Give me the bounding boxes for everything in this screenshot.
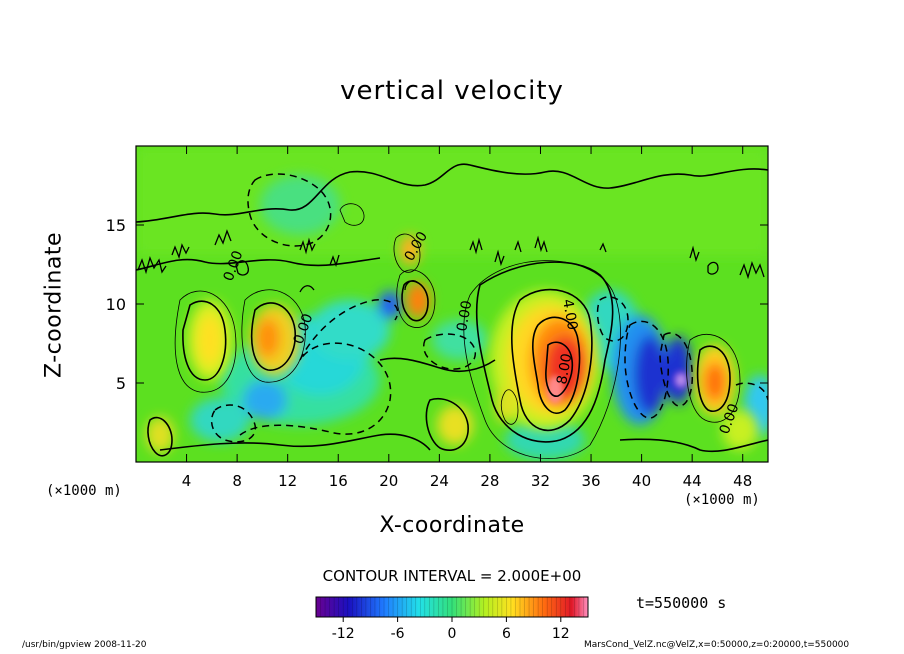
chart-title: vertical velocity: [340, 76, 564, 106]
x-axis-label: X-coordinate: [379, 513, 525, 538]
contours-noise: [137, 229, 765, 293]
x-axis: 4 8 12 16 20 24 28 32 36 40 44 48: [182, 146, 752, 490]
x-unit-label-right: (×1000 m): [684, 492, 760, 508]
colorbar-axis: -12 -6 0 6 12: [332, 617, 570, 642]
extreme-cores: [547, 370, 690, 404]
x-tick-label: 36: [581, 472, 600, 490]
field-upper: [136, 146, 768, 256]
x-tick-label: 12: [278, 472, 297, 490]
x-tick-label: 40: [632, 472, 651, 490]
colorbar-tick-label: -6: [391, 626, 405, 642]
contours-thin: [174, 203, 741, 459]
footer-left: /usr/bin/gpview 2008-11-20: [22, 640, 147, 650]
y-axis: 5 10 15: [106, 216, 768, 393]
colorbar-fill: [316, 597, 588, 617]
contour-interval-label: CONTOUR INTERVAL = 2.000E+00: [322, 567, 582, 585]
time-label: t=550000 s: [636, 594, 727, 612]
y-tick-label: 5: [116, 374, 126, 393]
y-tick-label: 15: [106, 216, 126, 235]
contour-label: 0.00: [454, 299, 475, 332]
contour-label: 8.00: [554, 352, 575, 385]
colorbar-tick-label: 6: [502, 626, 511, 642]
y-tick-label: 10: [106, 295, 126, 314]
colorbar-tick-label: -12: [332, 626, 355, 642]
x-tick-label: 24: [430, 472, 449, 490]
contours-solid: [136, 163, 768, 457]
positive-regions: [146, 235, 758, 453]
x-tick-label: 4: [182, 472, 192, 490]
x-tick-label: 48: [733, 472, 752, 490]
colorbar-tick-label: 0: [448, 626, 457, 642]
colorbar-tick-label: 12: [552, 626, 570, 642]
x-tick-label: 8: [232, 472, 242, 490]
contours-dashed: [210, 173, 768, 443]
x-tick-label: 44: [683, 472, 702, 490]
colorbar-segments: [320, 597, 584, 617]
field-layer: 0.00 4.00 8.00 0.00 0.00 0.00 0.00: [136, 146, 768, 462]
x-unit-label-left: (×1000 m): [46, 483, 122, 499]
x-tick-label: 20: [379, 472, 398, 490]
contour-label: 4.00: [559, 298, 580, 331]
x-tick-label: 28: [480, 472, 499, 490]
footer-right: MarsCond_VelZ.nc@VelZ,x=0:50000,z=0:2000…: [584, 640, 850, 650]
x-tick-label: 32: [531, 472, 550, 490]
y-axis-label: Z-coordinate: [41, 232, 67, 378]
x-tick-label: 16: [329, 472, 348, 490]
